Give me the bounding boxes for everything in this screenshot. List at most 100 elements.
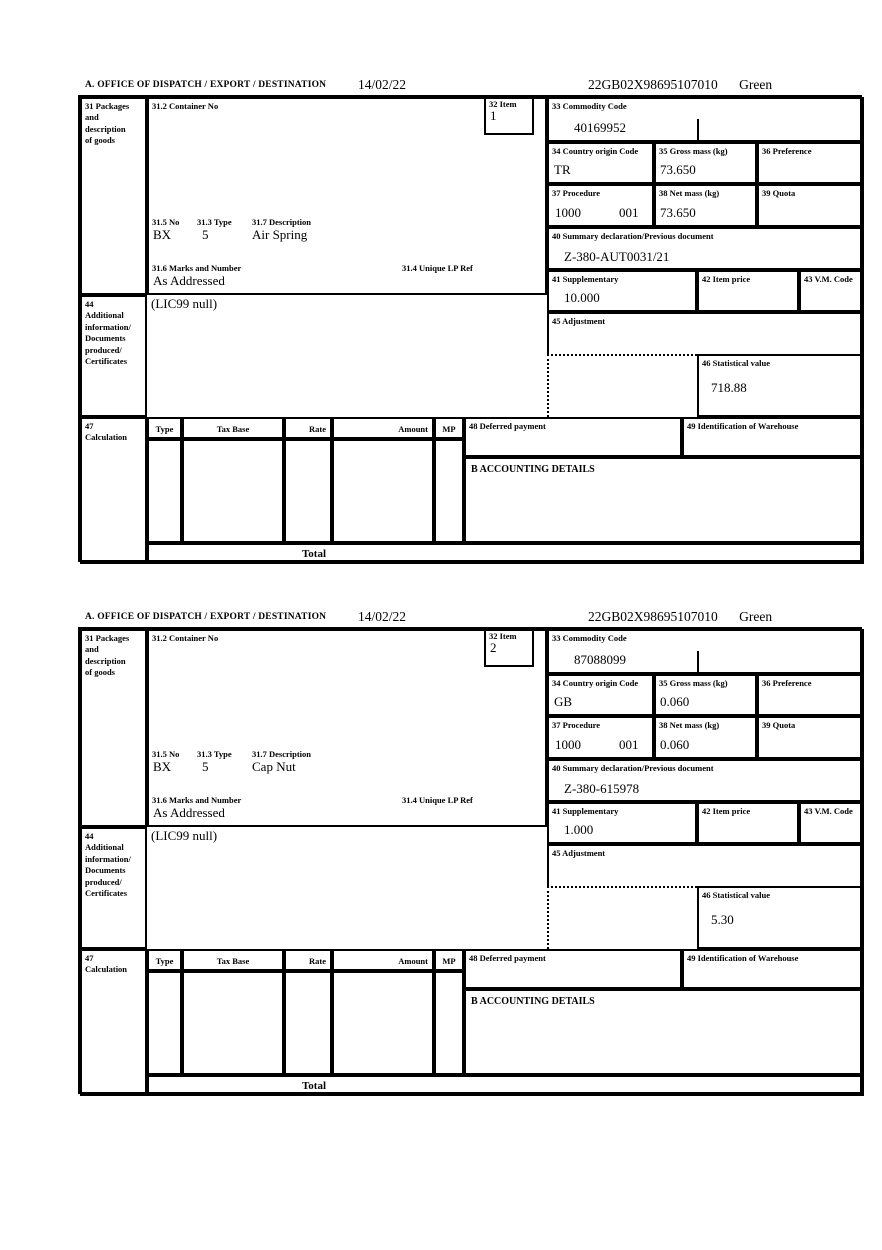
- supplementary-label: 41 Supplementary: [552, 806, 619, 816]
- box-32-item: 32 Item 2: [484, 629, 534, 667]
- box-35-gross-mass: 35 Gross mass (kg) 0.060: [654, 674, 757, 716]
- rate-column-header: Rate: [284, 417, 332, 439]
- box-43-vm-code: 43 V.M. Code: [799, 270, 864, 312]
- box-32-item: 32 Item 1: [484, 97, 534, 135]
- commodity-code-value: 87088099: [574, 652, 626, 667]
- procedure-value: 1000: [555, 737, 581, 752]
- box-39-quota: 39 Quota: [757, 184, 864, 227]
- box-33-commodity-code: 33 Commodity Code 87088099: [547, 629, 864, 674]
- box-34-country-origin: 34 Country origin Code TR: [547, 142, 654, 184]
- adjustment-label: 45 Adjustment: [552, 848, 606, 858]
- summary-declaration-label: 40 Summary declaration/Previous document: [552, 763, 714, 773]
- package-type-label: 31.3 Type: [197, 749, 232, 759]
- tax-type-column-cell: [147, 439, 182, 543]
- customs-declaration-item-section: A. OFFICE OF DISPATCH / EXPORT / DESTINA…: [78, 76, 864, 564]
- country-origin-label: 34 Country origin Code: [552, 146, 639, 156]
- commodity-code-divider: [697, 119, 699, 142]
- unique-lp-ref-label: 31.4 Unique LP Ref: [402, 795, 473, 805]
- container-no-label: 31.2 Container No: [152, 633, 219, 643]
- item-number-value: 1: [490, 108, 497, 123]
- box-44-additional-info-area: (LIC99 null): [147, 827, 547, 949]
- office-of-dispatch-label: A. OFFICE OF DISPATCH / EXPORT / DESTINA…: [85, 612, 327, 622]
- package-no-value: BX: [153, 759, 172, 774]
- package-type-value: 5: [202, 759, 209, 774]
- movement-reference-number: 22GB02X98695107010: [588, 609, 718, 624]
- net-mass-value: 0.060: [660, 737, 690, 752]
- warehouse-id-label: 49 Identification of Warehouse: [687, 953, 799, 963]
- package-type-value: 5: [202, 227, 209, 242]
- declaration-date: 14/02/22: [358, 609, 407, 624]
- additional-info-value: (LIC99 null): [151, 828, 218, 843]
- box-31-label: 31 Packages and description of goods: [85, 101, 130, 146]
- mp-column-header: MP: [434, 417, 464, 439]
- package-no-value: BX: [153, 227, 172, 242]
- box-37-procedure: 37 Procedure 1000 001: [547, 716, 654, 759]
- package-no-label: 31.5 No: [152, 749, 180, 759]
- marks-and-number-value: As Addressed: [153, 273, 225, 288]
- unique-lp-ref-label: 31.4 Unique LP Ref: [402, 263, 473, 273]
- box-36-preference: 36 Preference: [757, 142, 864, 184]
- box-48-deferred-payment: 48 Deferred payment: [464, 949, 682, 989]
- rate-column-cell: [284, 439, 332, 543]
- box-41-supplementary: 41 Supplementary 1.000: [547, 802, 697, 844]
- box-38-net-mass: 38 Net mass (kg) 73.650: [654, 184, 757, 227]
- box-44-label: 44 Additional information/ Documents pro…: [85, 299, 131, 367]
- marks-and-number-label: 31.6 Marks and Number: [152, 795, 242, 805]
- accounting-details-label: B ACCOUNTING DETAILS: [471, 996, 595, 1007]
- box-45-adjustment: 45 Adjustment: [547, 844, 864, 886]
- package-type-label: 31.3 Type: [197, 217, 232, 227]
- tax-base-column-header: Tax Base: [182, 949, 284, 971]
- amount-column-cell: [332, 439, 434, 543]
- tax-type-column-header: Type: [147, 949, 182, 971]
- statistical-value-label: 46 Statistical value: [702, 890, 770, 900]
- box-45-adjustment: 45 Adjustment: [547, 312, 864, 354]
- dotted-spacer-region: [547, 886, 697, 949]
- tax-type-column-cell: [147, 971, 182, 1075]
- summary-declaration-value: Z-380-615978: [564, 781, 640, 796]
- box-48-deferred-payment: 48 Deferred payment: [464, 417, 682, 457]
- net-mass-label: 38 Net mass (kg): [659, 188, 720, 198]
- statistical-value-value: 718.88: [711, 380, 747, 395]
- box-47-calculation-label-cell: 47 Calculation: [80, 949, 147, 1096]
- item-price-label: 42 Item price: [702, 274, 751, 284]
- preference-label: 36 Preference: [762, 146, 812, 156]
- procedure-value: 1000: [555, 205, 581, 220]
- accounting-details-label: B ACCOUNTING DETAILS: [471, 464, 595, 475]
- item-price-label: 42 Item price: [702, 806, 751, 816]
- movement-reference-number: 22GB02X98695107010: [588, 77, 718, 92]
- item-label: 32 Item: [489, 631, 517, 641]
- box-49-warehouse-id: 49 Identification of Warehouse: [682, 417, 864, 457]
- accounting-details-box: B ACCOUNTING DETAILS: [464, 457, 864, 543]
- quota-label: 39 Quota: [762, 720, 796, 730]
- adjustment-label: 45 Adjustment: [552, 316, 606, 326]
- procedure-extra-value: 001: [619, 737, 639, 752]
- declaration-reference: 22GB02X98695107010 Green: [588, 77, 772, 93]
- commodity-code-divider: [697, 651, 699, 674]
- vm-code-label: 43 V.M. Code: [804, 274, 853, 284]
- amount-column-cell: [332, 971, 434, 1075]
- supplementary-label: 41 Supplementary: [552, 274, 619, 284]
- commodity-code-value: 40169952: [574, 120, 626, 135]
- box-33-commodity-code: 33 Commodity Code 40169952: [547, 97, 864, 142]
- box-46-statistical-value: 46 Statistical value 5.30: [697, 886, 864, 949]
- commodity-code-label: 33 Commodity Code: [552, 633, 627, 643]
- total-label: Total: [301, 1080, 327, 1092]
- procedure-label: 37 Procedure: [552, 720, 601, 730]
- section-header: A. OFFICE OF DISPATCH / EXPORT / DESTINA…: [78, 76, 862, 95]
- deferred-payment-label: 48 Deferred payment: [469, 953, 546, 963]
- form-grid: 31 Packages and description of goods 44 …: [78, 95, 864, 564]
- tax-base-column-cell: [182, 439, 284, 543]
- box-35-gross-mass: 35 Gross mass (kg) 73.650: [654, 142, 757, 184]
- declaration-date: 14/02/22: [358, 77, 407, 92]
- box-38-net-mass: 38 Net mass (kg) 0.060: [654, 716, 757, 759]
- box-40-summary-declaration: 40 Summary declaration/Previous document…: [547, 759, 864, 802]
- total-label: Total: [301, 548, 327, 560]
- box-44-label: 44 Additional information/ Documents pro…: [85, 831, 131, 899]
- description-label: 31.7 Description: [252, 749, 312, 759]
- preference-label: 36 Preference: [762, 678, 812, 688]
- box-36-preference: 36 Preference: [757, 674, 864, 716]
- deferred-payment-label: 48 Deferred payment: [469, 421, 546, 431]
- statistical-value-value: 5.30: [711, 912, 734, 927]
- box-31-packages-area: 31.2 Container No 31.5 No 31.3 Type 31.7…: [147, 629, 547, 827]
- declaration-reference: 22GB02X98695107010 Green: [588, 609, 772, 625]
